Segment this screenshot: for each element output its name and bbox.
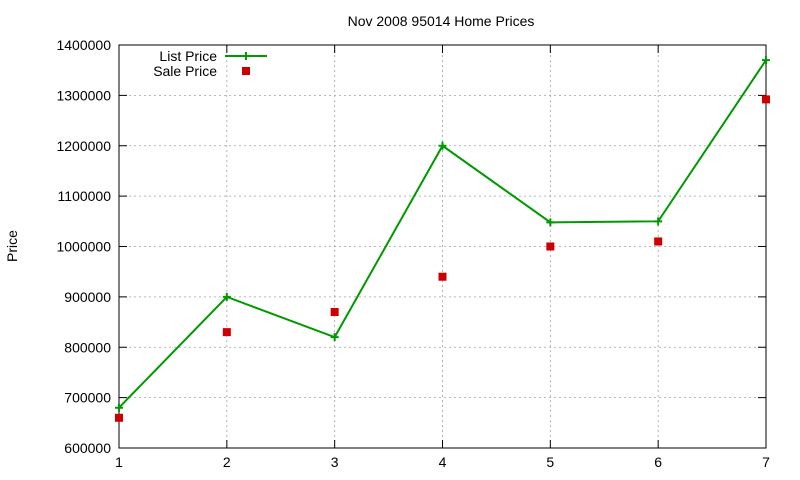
legend-label: List Price	[159, 48, 217, 64]
legend-marker-plus	[242, 52, 250, 60]
list-price-point	[654, 217, 663, 226]
list-price-point	[438, 141, 447, 150]
y-tick-label: 1400000	[56, 37, 111, 53]
x-tick-label: 6	[654, 454, 662, 470]
y-tick-label: 1100000	[58, 188, 112, 204]
x-tick-label: 4	[439, 454, 447, 470]
sale-price-point	[222, 328, 231, 337]
ticks: 6000007000008000009000001000000110000012…	[56, 37, 770, 470]
y-tick-label: 900000	[64, 289, 111, 305]
chart-title: Nov 2008 95014 Home Prices	[348, 13, 535, 29]
grid	[119, 45, 766, 448]
y-tick-label: 1200000	[56, 138, 111, 154]
sale-price-point	[438, 272, 447, 281]
y-tick-label: 700000	[64, 390, 111, 406]
y-axis-label: Price	[4, 230, 20, 262]
y-tick-label: 800000	[64, 339, 111, 355]
chart-marks	[115, 56, 770, 422]
sale-price-point	[762, 95, 770, 104]
sale-price-point	[654, 237, 663, 246]
legend-marker-square	[242, 67, 250, 75]
list-price-point	[330, 333, 339, 342]
sale-price-point	[115, 413, 123, 422]
x-tick-label: 7	[762, 454, 770, 470]
legend-label: Sale Price	[153, 63, 217, 79]
y-tick-label: 1300000	[56, 87, 111, 103]
sale-price-point	[546, 242, 555, 251]
x-tick-label: 3	[331, 454, 339, 470]
y-tick-label: 600000	[64, 440, 111, 456]
list-price-point	[546, 218, 555, 227]
list-price-point	[222, 292, 231, 301]
y-tick-label: 1000000	[56, 239, 111, 255]
x-tick-label: 5	[546, 454, 554, 470]
x-tick-label: 2	[223, 454, 231, 470]
sale-price-point	[330, 307, 339, 316]
list-price-point	[115, 403, 123, 412]
x-tick-label: 1	[115, 454, 123, 470]
list-price-point	[762, 56, 770, 65]
